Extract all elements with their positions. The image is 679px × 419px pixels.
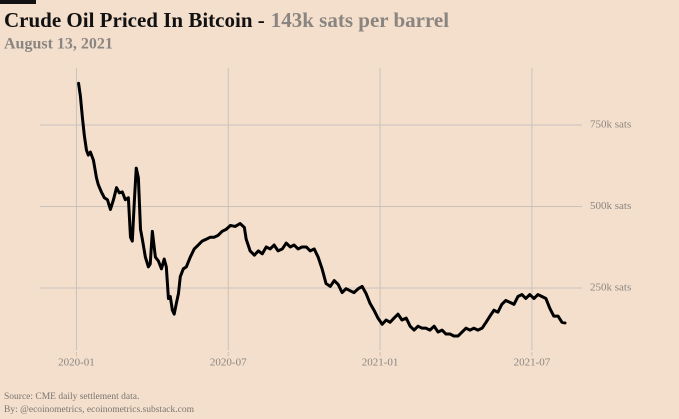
y-tick-label: 250k sats xyxy=(590,282,631,294)
brand-bar xyxy=(0,0,36,4)
title-text: Crude Oil Priced In Bitcoin - xyxy=(4,8,265,32)
y-tick-label: 750k sats xyxy=(590,119,631,131)
title-value: 143k sats per barrel xyxy=(271,8,449,32)
y-tick-label: 500k sats xyxy=(590,200,631,212)
x-tick-label: 2020-01 xyxy=(58,357,95,369)
x-tick-label: 2020-07 xyxy=(210,357,247,369)
source-note: Source: CME daily settlement data. xyxy=(4,392,139,402)
byline: By: @ecoinometrics, ecoinometrics.substa… xyxy=(4,405,195,415)
chart-subtitle: August 13, 2021 xyxy=(4,36,113,53)
price-line xyxy=(77,81,567,338)
x-tick-label: 2021-01 xyxy=(362,357,399,369)
chart-title: Crude Oil Priced In Bitcoin -143k sats p… xyxy=(4,8,449,32)
x-tick-label: 2021-07 xyxy=(514,357,551,369)
